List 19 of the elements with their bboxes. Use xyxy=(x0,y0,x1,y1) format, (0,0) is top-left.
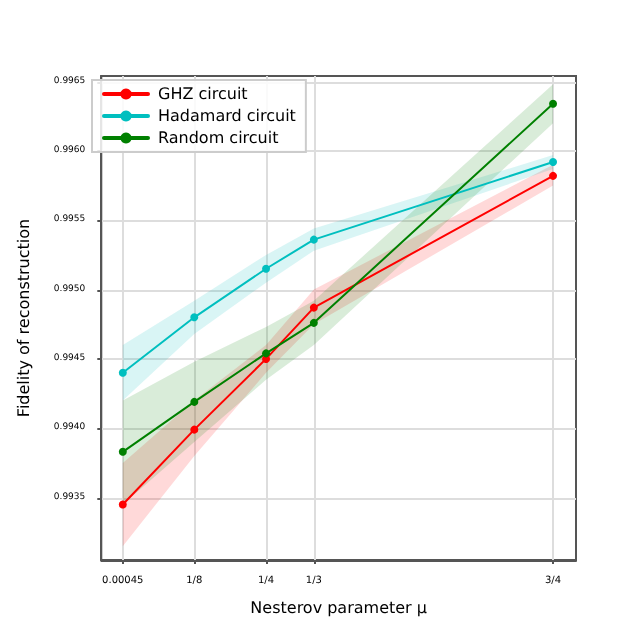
point xyxy=(118,447,127,456)
x-axis-title: Nesterov parameter μ xyxy=(250,599,427,617)
point xyxy=(549,99,558,108)
legend-label: Hadamard circuit xyxy=(158,107,296,125)
point xyxy=(262,349,271,358)
y-axis-title: Fidelity of reconstruction xyxy=(15,218,33,418)
point xyxy=(190,313,199,322)
legend-label: GHZ circuit xyxy=(158,85,248,103)
point xyxy=(309,235,318,244)
point xyxy=(309,318,318,327)
point xyxy=(262,264,271,273)
point xyxy=(549,171,558,180)
point xyxy=(190,425,199,434)
point xyxy=(309,303,318,312)
point xyxy=(190,397,199,406)
point xyxy=(549,157,558,166)
point xyxy=(118,500,127,509)
point xyxy=(118,368,127,377)
legend-label: Random circuit xyxy=(158,129,279,147)
